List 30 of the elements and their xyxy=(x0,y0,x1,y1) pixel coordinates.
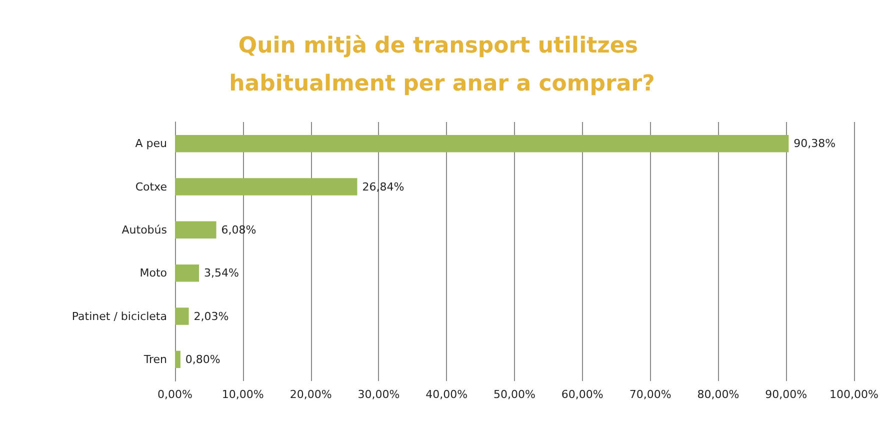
data-label: 0,80% xyxy=(185,352,220,366)
x-tick-label: 60,00% xyxy=(561,388,604,401)
bar xyxy=(175,134,789,152)
x-tick-label: 0,00% xyxy=(158,388,192,401)
bar xyxy=(175,221,216,239)
data-label: 6,08% xyxy=(221,223,256,236)
data-label: 90,38% xyxy=(794,137,836,150)
x-tick-label: 20,00% xyxy=(290,388,332,401)
y-tick-label: Tren xyxy=(142,352,168,366)
y-tick-label: Cotxe xyxy=(135,180,168,194)
x-tick-label: 30,00% xyxy=(358,388,400,401)
x-tick-label: 10,00% xyxy=(222,388,264,401)
chart-title: Quin mitjà de transport utilitzes habitualment per anar a comprar? xyxy=(229,34,655,96)
data-label: 26,84% xyxy=(362,180,404,194)
x-tick-label: 90,00% xyxy=(765,388,808,401)
x-tick-label: 80,00% xyxy=(697,388,740,401)
x-tick-label: 100,00% xyxy=(830,388,878,401)
data-label: 3,54% xyxy=(204,266,239,280)
y-tick-label: A peu xyxy=(135,137,167,150)
y-tick-label: Moto xyxy=(140,266,168,280)
x-tick-label: 40,00% xyxy=(426,388,468,401)
bar xyxy=(175,264,200,282)
y-tick-label: Patinet / bicicleta xyxy=(72,310,167,323)
bar xyxy=(175,308,189,325)
data-label: 2,03% xyxy=(194,310,229,323)
x-tick-label: 70,00% xyxy=(629,388,672,401)
bar xyxy=(175,178,358,196)
x-tick-label: 50,00% xyxy=(494,388,536,401)
y-tick-label: Autobús xyxy=(122,223,168,236)
bar xyxy=(175,350,180,368)
